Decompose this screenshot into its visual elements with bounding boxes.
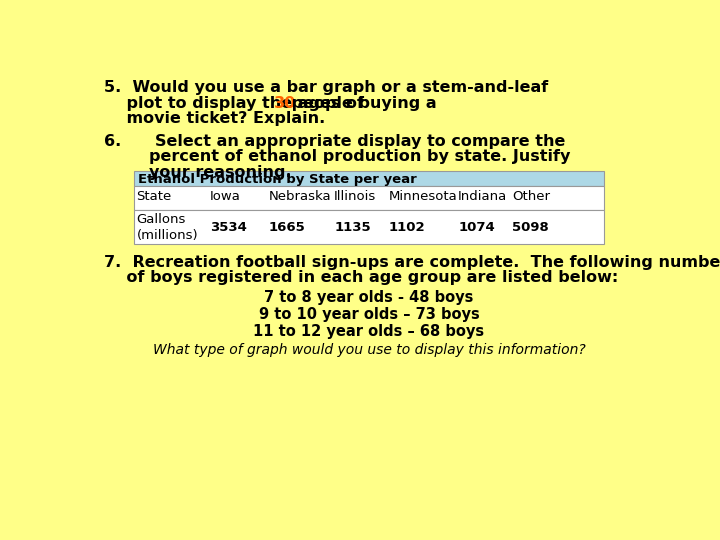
Text: Nebraska: Nebraska xyxy=(269,190,331,203)
Bar xyxy=(134,186,604,210)
Text: 1074: 1074 xyxy=(458,221,495,234)
Text: 6.      Select an appropriate display to compare the: 6. Select an appropriate display to comp… xyxy=(104,134,565,149)
Text: 1102: 1102 xyxy=(388,221,425,234)
Text: State: State xyxy=(137,190,172,203)
Bar xyxy=(134,171,604,186)
Text: 9 to 10 year olds – 73 boys: 9 to 10 year olds – 73 boys xyxy=(258,307,480,322)
Text: movie ticket? Explain.: movie ticket? Explain. xyxy=(104,111,325,126)
Text: 1665: 1665 xyxy=(269,221,305,234)
Text: 3534: 3534 xyxy=(210,221,247,234)
Text: Indiana: Indiana xyxy=(458,190,508,203)
Text: percent of ethanol production by state. Justify: percent of ethanol production by state. … xyxy=(104,150,570,165)
Text: 5098: 5098 xyxy=(513,221,549,234)
Bar xyxy=(134,210,604,244)
Text: Gallons
(millions): Gallons (millions) xyxy=(137,213,198,242)
Text: Minnesota: Minnesota xyxy=(388,190,457,203)
Text: 5.  Would you use a bar graph or a stem-and-leaf: 5. Would you use a bar graph or a stem-a… xyxy=(104,80,548,95)
Text: 11 to 12 year olds – 68 boys: 11 to 12 year olds – 68 boys xyxy=(253,325,485,339)
Text: 1135: 1135 xyxy=(334,221,371,234)
Text: your reasoning.: your reasoning. xyxy=(104,165,292,180)
Text: of boys registered in each age group are listed below:: of boys registered in each age group are… xyxy=(104,269,618,285)
Text: 7.  Recreation football sign-ups are complete.  The following number: 7. Recreation football sign-ups are comp… xyxy=(104,255,720,270)
Text: 30: 30 xyxy=(274,96,296,111)
Text: Ethanol Production by State per year: Ethanol Production by State per year xyxy=(138,173,417,186)
Text: Iowa: Iowa xyxy=(210,190,241,203)
Text: What type of graph would you use to display this information?: What type of graph would you use to disp… xyxy=(153,343,585,357)
Text: plot to display the ages of: plot to display the ages of xyxy=(104,96,369,111)
Text: 7 to 8 year olds - 48 boys: 7 to 8 year olds - 48 boys xyxy=(264,291,474,306)
Text: Illinois: Illinois xyxy=(334,190,377,203)
Text: Other: Other xyxy=(513,190,550,203)
Text: people buying a: people buying a xyxy=(287,96,437,111)
